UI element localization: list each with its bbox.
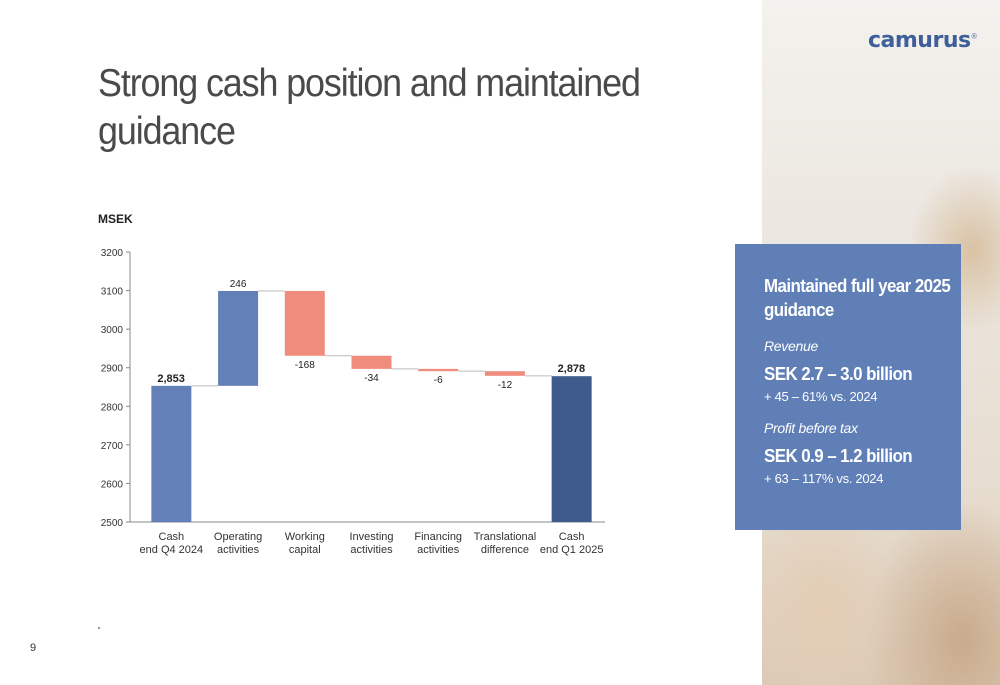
data-label: 2,878 (558, 363, 586, 375)
bar-delta (218, 290, 259, 386)
x-category-label: Financing (414, 531, 462, 543)
profit-growth: + 63 – 117% vs. 2024 (764, 471, 884, 486)
data-label: -168 (295, 360, 315, 371)
x-category-label: Working (285, 531, 325, 543)
y-tick-label: 2700 (101, 441, 124, 452)
y-tick-label: 2500 (101, 518, 124, 529)
x-category-label: end Q1 2025 (540, 544, 604, 556)
waterfall-chart: 2500 2600 2700 2800 2900 3000 3100 3200 2,853 Cas… (101, 248, 605, 556)
x-category-label: difference (481, 544, 529, 556)
y-tick-label: 2800 (101, 402, 124, 413)
guidance-heading: Maintained full year 2025 guidance (764, 276, 951, 320)
data-label: 246 (230, 279, 247, 290)
x-category-label: activities (350, 544, 393, 556)
revenue-label: Revenue (764, 338, 818, 354)
page-number: 9 (30, 642, 37, 654)
data-label: -6 (434, 375, 443, 386)
guidance-box: Maintained full year 2025 guidance Reven… (735, 244, 961, 530)
bar-delta (351, 355, 392, 369)
y-tick-label: 3200 (101, 248, 124, 259)
camurus-logo: camurus® (868, 28, 978, 53)
y-tick-label: 2900 (101, 364, 124, 375)
x-category-label: capital (289, 544, 321, 556)
x-category-label: activities (417, 544, 460, 556)
footnote-dot (98, 627, 100, 629)
unit-label: MSEK (98, 212, 133, 226)
bar-cash-start (151, 385, 192, 522)
data-label: -12 (498, 380, 513, 391)
x-category-label: Investing (349, 531, 393, 543)
x-category-label: end Q4 2024 (140, 544, 204, 556)
y-tick-label: 3100 (101, 287, 124, 298)
y-tick-label: 2600 (101, 479, 124, 490)
bar-delta (418, 368, 459, 372)
data-label: 2,853 (157, 373, 185, 385)
revenue-value: SEK 2.7 – 3.0 billion (764, 364, 913, 384)
bar-delta (484, 371, 525, 376)
data-label: -34 (364, 373, 379, 384)
bar-cash-end (551, 376, 592, 522)
profit-label: Profit before tax (764, 420, 858, 436)
x-category-label: Translational (474, 531, 537, 543)
x-category-label: activities (217, 544, 260, 556)
y-tick-label: 3000 (101, 325, 124, 336)
revenue-growth: + 45 – 61% vs. 2024 (764, 389, 878, 404)
x-category-label: Cash (159, 531, 185, 543)
slide-title: Strong cash position and maintained guid… (98, 62, 641, 153)
x-category-label: Operating (214, 531, 262, 543)
x-category-label: Cash (559, 531, 585, 543)
profit-value: SEK 0.9 – 1.2 billion (764, 446, 913, 466)
bar-delta (284, 290, 325, 356)
